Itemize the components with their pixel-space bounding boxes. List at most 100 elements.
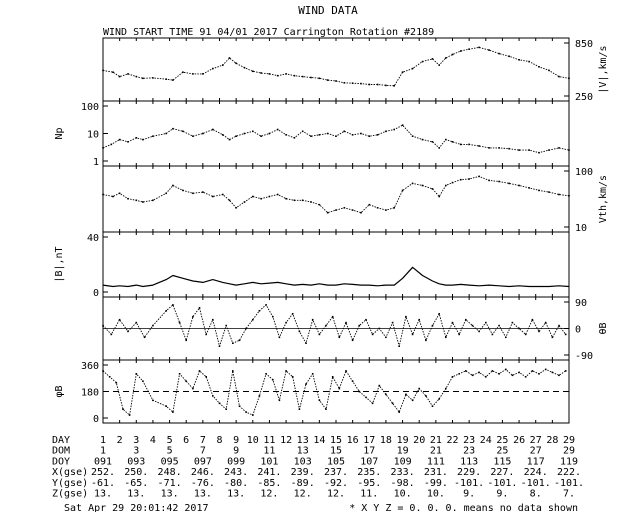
y-axis-title-field: |B|,nT <box>54 246 65 282</box>
table-cell: 14 <box>313 435 325 446</box>
data-point-theta <box>110 333 113 336</box>
data-point-theta <box>498 324 500 327</box>
data-point-phi <box>358 390 361 393</box>
data-point-density <box>268 132 271 135</box>
data-point-speed <box>360 82 362 85</box>
data-point-thermal <box>343 207 346 209</box>
ephemeris-table: DAY 1 2 3 4 5 6 7 8 9 10 11 12 13 14 15 16 17 18 19 20 21 22 23… <box>52 435 584 500</box>
table-cell: 13. <box>161 489 179 500</box>
table-cell: 11. <box>360 489 378 500</box>
data-point-speed <box>528 60 530 63</box>
y-tick-label: 0 <box>93 414 99 425</box>
table-cell: 241. <box>257 467 281 478</box>
data-point-density <box>172 127 174 130</box>
data-point-theta <box>365 318 367 321</box>
data-point-theta <box>405 315 407 318</box>
data-point-theta <box>564 333 567 336</box>
panel-frame-field <box>102 231 570 298</box>
y-tick-label: 0 <box>575 325 581 336</box>
table-cell: 9 <box>233 435 239 446</box>
table-cell: -99. <box>424 478 448 489</box>
table-cell: -98. <box>391 478 415 489</box>
data-point-theta <box>102 324 104 327</box>
data-point-theta <box>358 324 361 327</box>
data-point-phi <box>405 393 407 396</box>
data-point-theta <box>351 339 354 342</box>
table-cell: 9. <box>496 489 508 500</box>
data-point-density <box>401 124 404 126</box>
data-point-phi <box>311 373 314 375</box>
data-point-phi <box>115 381 118 384</box>
data-point-phi <box>458 373 460 375</box>
data-point-density <box>393 128 395 131</box>
data-point-theta <box>478 330 480 333</box>
data-point-speed <box>260 72 262 74</box>
table-cell: 115 <box>493 456 511 467</box>
data-point-thermal <box>421 184 424 187</box>
data-point-thermal <box>393 207 395 209</box>
data-point-speed <box>102 69 104 72</box>
data-point-theta <box>172 304 174 306</box>
data-point-phi <box>378 384 381 387</box>
data-point-thermal <box>451 181 454 184</box>
table-cell: 1 <box>100 435 106 446</box>
data-point-phi <box>438 398 440 400</box>
data-point-phi <box>391 402 394 405</box>
data-point-density <box>360 132 362 135</box>
table-cell: 10. <box>427 489 445 500</box>
data-point-theta <box>465 318 467 321</box>
data-point-theta <box>185 339 187 342</box>
data-point-theta <box>551 336 554 339</box>
data-point-density <box>285 134 287 136</box>
data-point-thermal <box>518 184 520 187</box>
table-cell: 111 <box>427 456 445 467</box>
data-point-theta <box>345 321 347 324</box>
data-point-speed <box>276 74 279 77</box>
data-point-phi <box>345 370 347 372</box>
data-point-speed <box>118 75 121 78</box>
data-point-theta <box>212 318 214 321</box>
data-point-thermal <box>438 195 440 198</box>
table-cell: 12. <box>260 489 278 500</box>
y-tick-label: 0 <box>93 288 99 299</box>
table-cell: 23 <box>463 435 475 446</box>
table-cell: 101 <box>260 456 278 467</box>
table-cell: -92. <box>324 478 348 489</box>
data-point-theta <box>118 318 121 321</box>
data-point-thermal <box>112 195 114 198</box>
data-point-theta <box>127 330 129 333</box>
table-cell: 252. <box>91 467 115 478</box>
data-point-speed <box>252 70 254 73</box>
data-point-phi <box>471 374 474 377</box>
data-point-theta <box>338 336 341 339</box>
table-row-label: DAY <box>52 435 70 446</box>
data-point-phi <box>285 370 287 372</box>
table-cell: 222. <box>557 467 581 478</box>
data-point-theta <box>505 336 507 339</box>
data-point-theta <box>232 342 234 344</box>
data-point-phi <box>371 402 374 405</box>
data-point-density <box>135 137 138 139</box>
panel-field: 0 40 |B|,nT <box>54 231 570 299</box>
data-point-thermal <box>411 182 414 185</box>
table-cell: -65. <box>124 478 148 489</box>
data-point-phi <box>165 405 167 407</box>
footer-note: * X Y Z = 0. 0. 0. means no data shown <box>349 503 578 512</box>
data-point-phi <box>485 376 487 378</box>
table-cell: 7 <box>200 446 206 457</box>
data-point-speed <box>548 69 550 72</box>
y-tick-label: 90 <box>575 298 587 309</box>
data-point-speed <box>112 71 114 73</box>
data-point-speed <box>351 82 354 84</box>
table-cell: 27 <box>530 435 542 446</box>
data-point-phi <box>491 370 494 372</box>
panel-theta: -90 0 90 θB <box>102 296 609 362</box>
data-point-theta <box>331 315 334 318</box>
data-point-theta <box>143 336 146 339</box>
data-point-speed <box>411 67 414 70</box>
data-point-phi <box>411 399 414 402</box>
data-point-density <box>310 135 312 137</box>
y-tick-label: 850 <box>575 39 593 50</box>
data-point-speed <box>468 48 470 50</box>
data-point-theta <box>451 321 454 324</box>
